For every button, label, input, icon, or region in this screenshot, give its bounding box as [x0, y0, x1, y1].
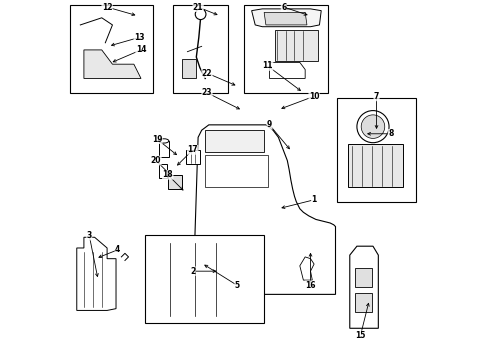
Text: 20: 20 — [150, 156, 161, 165]
Text: 17: 17 — [187, 145, 198, 154]
Text: 23: 23 — [202, 88, 212, 97]
Text: 13: 13 — [134, 33, 144, 42]
Bar — [274, 30, 317, 60]
Text: 7: 7 — [373, 92, 379, 101]
Text: 3: 3 — [86, 231, 92, 240]
Text: 5: 5 — [234, 281, 240, 290]
Circle shape — [361, 115, 384, 138]
Text: 6: 6 — [281, 3, 286, 12]
Polygon shape — [205, 130, 264, 152]
Text: 18: 18 — [162, 170, 173, 179]
Circle shape — [195, 9, 205, 19]
Bar — [185, 150, 200, 164]
Bar — [159, 164, 166, 179]
Ellipse shape — [159, 139, 168, 143]
Text: 14: 14 — [136, 45, 146, 54]
Bar — [354, 293, 371, 312]
Polygon shape — [205, 155, 267, 187]
Text: 8: 8 — [387, 129, 393, 138]
Bar — [354, 267, 371, 287]
Polygon shape — [349, 246, 378, 328]
Text: 10: 10 — [308, 92, 319, 101]
Text: 1: 1 — [311, 195, 316, 204]
Text: 22: 22 — [202, 69, 212, 78]
Text: 11: 11 — [262, 62, 272, 71]
Text: 16: 16 — [305, 281, 315, 290]
Text: 9: 9 — [266, 120, 271, 129]
Text: 2: 2 — [190, 267, 195, 276]
Circle shape — [356, 111, 388, 143]
Polygon shape — [84, 50, 141, 78]
Text: 15: 15 — [355, 331, 365, 340]
Bar — [144, 235, 264, 323]
Bar — [182, 59, 196, 78]
Polygon shape — [269, 62, 305, 78]
Bar — [347, 144, 403, 187]
Text: 21: 21 — [192, 3, 203, 12]
Text: 12: 12 — [102, 3, 112, 12]
Bar — [167, 175, 182, 189]
Text: 4: 4 — [115, 245, 120, 254]
Polygon shape — [299, 257, 313, 280]
Text: 19: 19 — [151, 135, 162, 144]
Bar — [337, 98, 415, 202]
Polygon shape — [251, 9, 321, 27]
Polygon shape — [264, 13, 306, 25]
Bar — [69, 5, 153, 93]
Polygon shape — [183, 125, 335, 294]
Bar — [244, 5, 328, 93]
Bar — [159, 141, 168, 157]
Bar — [173, 5, 228, 93]
Polygon shape — [77, 237, 116, 310]
